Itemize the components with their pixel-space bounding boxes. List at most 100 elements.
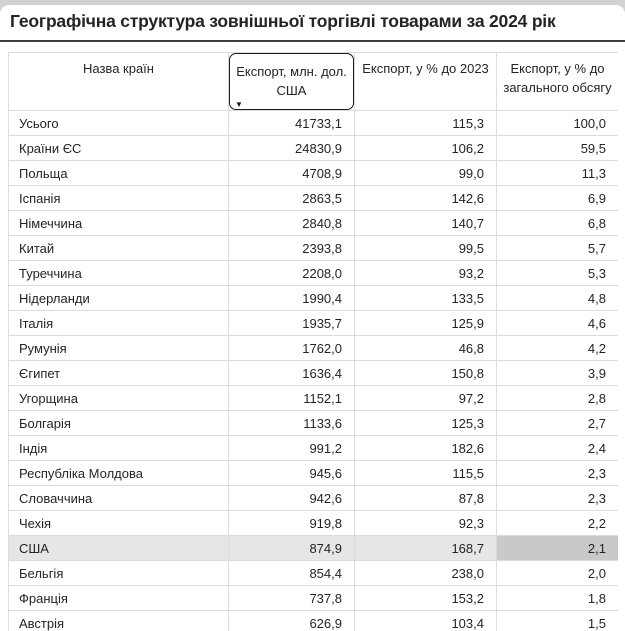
pct-total-cell[interactable]: 5,3	[496, 260, 618, 286]
column-header-country[interactable]: Назва країн	[8, 52, 229, 111]
country-cell[interactable]: Франція	[8, 585, 229, 611]
export-usd-cell[interactable]: 1636,4	[228, 360, 355, 386]
pct-2023-cell[interactable]: 92,3	[354, 510, 497, 536]
pct-total-cell[interactable]: 2,2	[496, 510, 618, 536]
pct-2023-cell[interactable]: 142,6	[354, 185, 497, 211]
export-usd-cell[interactable]: 41733,1	[228, 110, 355, 136]
table-row[interactable]: Румунія 1762,0 46,8 4,2	[8, 335, 618, 361]
country-cell[interactable]: Польща	[8, 160, 229, 186]
pct-2023-cell[interactable]: 133,5	[354, 285, 497, 311]
pct-2023-cell[interactable]: 106,2	[354, 135, 497, 161]
country-cell[interactable]: Єгипет	[8, 360, 229, 386]
table-row[interactable]: Чехія 919,8 92,3 2,2	[8, 510, 618, 536]
export-usd-cell[interactable]: 1152,1	[228, 385, 355, 411]
country-cell[interactable]: Чехія	[8, 510, 229, 536]
table-row[interactable]: Країни ЄС 24830,9 106,2 59,5	[8, 135, 618, 161]
export-usd-cell[interactable]: 1762,0	[228, 335, 355, 361]
pct-2023-cell[interactable]: 140,7	[354, 210, 497, 236]
pct-2023-cell[interactable]: 168,7	[354, 535, 497, 561]
pct-2023-cell[interactable]: 99,5	[354, 235, 497, 261]
pct-total-cell[interactable]: 6,8	[496, 210, 618, 236]
export-usd-cell[interactable]: 919,8	[228, 510, 355, 536]
pct-2023-cell[interactable]: 125,3	[354, 410, 497, 436]
pct-total-cell[interactable]: 5,7	[496, 235, 618, 261]
export-usd-cell[interactable]: 1133,6	[228, 410, 355, 436]
export-usd-cell[interactable]: 626,9	[228, 610, 355, 631]
table-row[interactable]: Словаччина 942,6 87,8 2,3	[8, 485, 618, 511]
pct-2023-cell[interactable]: 87,8	[354, 485, 497, 511]
table-row[interactable]: Туреччина 2208,0 93,2 5,3	[8, 260, 618, 286]
pct-2023-cell[interactable]: 125,9	[354, 310, 497, 336]
export-usd-cell[interactable]: 945,6	[228, 460, 355, 486]
pct-total-cell[interactable]: 1,5	[496, 610, 618, 631]
column-header-pct-2023[interactable]: Експорт, у % до 2023	[354, 52, 497, 111]
country-cell[interactable]: Республіка Молдова	[8, 460, 229, 486]
pct-2023-cell[interactable]: 115,5	[354, 460, 497, 486]
country-cell[interactable]: Країни ЄС	[8, 135, 229, 161]
country-cell[interactable]: Усього	[8, 110, 229, 136]
pct-total-cell[interactable]: 6,9	[496, 185, 618, 211]
table-row[interactable]: Китай 2393,8 99,5 5,7	[8, 235, 618, 261]
table-row[interactable]: Усього 41733,1 115,3 100,0	[8, 110, 618, 136]
pct-2023-cell[interactable]: 150,8	[354, 360, 497, 386]
pct-2023-cell[interactable]: 115,3	[354, 110, 497, 136]
pct-total-cell[interactable]: 2,0	[496, 560, 618, 586]
sorted-column-box[interactable]: Експорт, млн. дол. США ▼	[229, 53, 354, 110]
table-row[interactable]: Франція 737,8 153,2 1,8	[8, 585, 618, 611]
country-cell[interactable]: Нідерланди	[8, 285, 229, 311]
pct-2023-cell[interactable]: 99,0	[354, 160, 497, 186]
pct-total-cell[interactable]: 1,8	[496, 585, 618, 611]
export-usd-cell[interactable]: 2208,0	[228, 260, 355, 286]
pct-2023-cell[interactable]: 97,2	[354, 385, 497, 411]
table-row[interactable]: Нідерланди 1990,4 133,5 4,8	[8, 285, 618, 311]
country-cell[interactable]: Туреччина	[8, 260, 229, 286]
country-cell[interactable]: Румунія	[8, 335, 229, 361]
export-usd-cell[interactable]: 4708,9	[228, 160, 355, 186]
table-row[interactable]: Польща 4708,9 99,0 11,3	[8, 160, 618, 186]
export-usd-cell[interactable]: 874,9	[228, 535, 355, 561]
pct-2023-cell[interactable]: 182,6	[354, 435, 497, 461]
table-row[interactable]: Угорщина 1152,1 97,2 2,8	[8, 385, 618, 411]
table-row[interactable]: Італія 1935,7 125,9 4,6	[8, 310, 618, 336]
pct-total-cell[interactable]: 4,6	[496, 310, 618, 336]
pct-total-cell[interactable]: 11,3	[496, 160, 618, 186]
country-cell[interactable]: Угорщина	[8, 385, 229, 411]
table-row[interactable]: Іспанія 2863,5 142,6 6,9	[8, 185, 618, 211]
table-row[interactable]: Республіка Молдова 945,6 115,5 2,3	[8, 460, 618, 486]
country-cell[interactable]: США	[8, 535, 229, 561]
table-row[interactable]: Індія 991,2 182,6 2,4	[8, 435, 618, 461]
export-usd-cell[interactable]: 2840,8	[228, 210, 355, 236]
pct-total-cell[interactable]: 4,2	[496, 335, 618, 361]
export-usd-cell[interactable]: 2863,5	[228, 185, 355, 211]
export-usd-cell[interactable]: 24830,9	[228, 135, 355, 161]
country-cell[interactable]: Німеччина	[8, 210, 229, 236]
table-row[interactable]: Єгипет 1636,4 150,8 3,9	[8, 360, 618, 386]
pct-total-cell[interactable]: 4,8	[496, 285, 618, 311]
country-cell[interactable]: Італія	[8, 310, 229, 336]
pct-total-cell[interactable]: 2,3	[496, 485, 618, 511]
export-usd-cell[interactable]: 1935,7	[228, 310, 355, 336]
pct-total-cell[interactable]: 100,0	[496, 110, 618, 136]
country-cell[interactable]: Іспанія	[8, 185, 229, 211]
country-cell[interactable]: Китай	[8, 235, 229, 261]
country-cell[interactable]: Словаччина	[8, 485, 229, 511]
pct-2023-cell[interactable]: 238,0	[354, 560, 497, 586]
pct-2023-cell[interactable]: 103,4	[354, 610, 497, 631]
country-cell[interactable]: Бельгія	[8, 560, 229, 586]
table-row[interactable]: Австрія 626,9 103,4 1,5	[8, 610, 618, 631]
export-usd-cell[interactable]: 854,4	[228, 560, 355, 586]
export-usd-cell[interactable]: 1990,4	[228, 285, 355, 311]
pct-2023-cell[interactable]: 46,8	[354, 335, 497, 361]
table-row[interactable]: Болгарія 1133,6 125,3 2,7	[8, 410, 618, 436]
export-usd-cell[interactable]: 942,6	[228, 485, 355, 511]
pct-total-cell[interactable]: 59,5	[496, 135, 618, 161]
column-header-pct-total[interactable]: Експорт, у % до загального обсягу	[496, 52, 618, 111]
country-cell[interactable]: Індія	[8, 435, 229, 461]
export-usd-cell[interactable]: 2393,8	[228, 235, 355, 261]
pct-total-cell[interactable]: 2,4	[496, 435, 618, 461]
table-row[interactable]: США 874,9 168,7 2,1	[8, 535, 618, 561]
table-row[interactable]: Бельгія 854,4 238,0 2,0	[8, 560, 618, 586]
pct-total-cell[interactable]: 2,1	[496, 535, 618, 561]
pct-total-cell[interactable]: 2,8	[496, 385, 618, 411]
country-cell[interactable]: Болгарія	[8, 410, 229, 436]
